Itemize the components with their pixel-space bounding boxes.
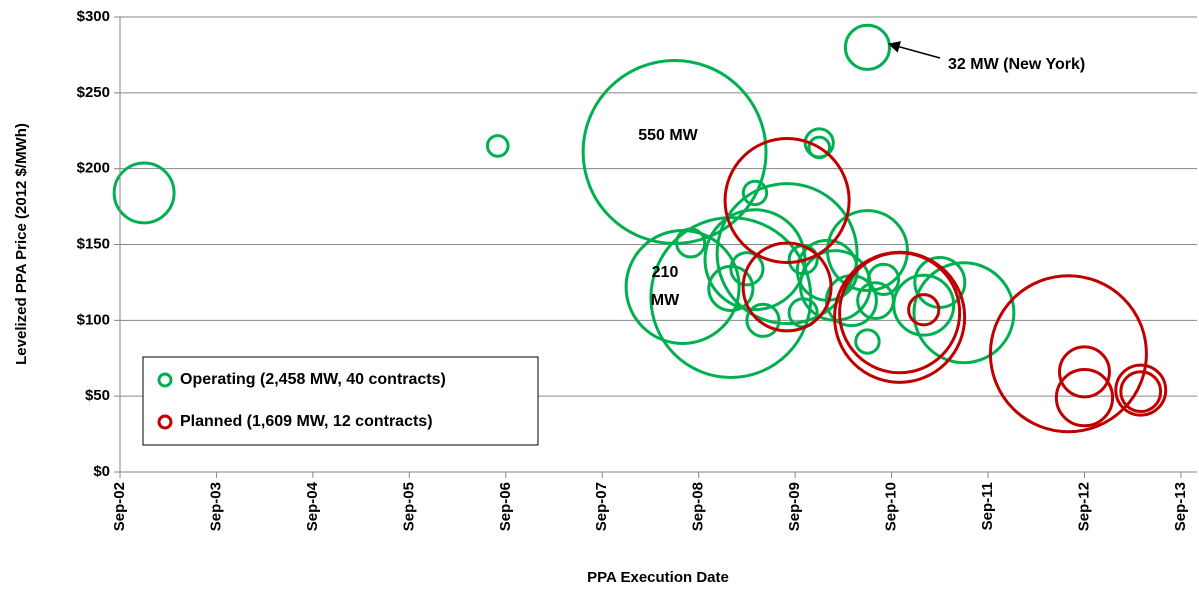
x-tick-label: Sep-02 bbox=[111, 482, 128, 531]
bubble bbox=[838, 251, 962, 375]
bubble bbox=[1119, 370, 1163, 414]
bubble bbox=[729, 251, 765, 287]
x-axis-label: PPA Execution Date bbox=[587, 569, 729, 586]
bubble bbox=[988, 274, 1148, 434]
bubble bbox=[675, 227, 707, 259]
legend-marker bbox=[157, 372, 173, 388]
y-tick-label: $0 bbox=[93, 463, 110, 480]
bubble bbox=[843, 23, 892, 71]
bubble bbox=[624, 228, 741, 345]
annotation: 210 bbox=[652, 264, 679, 281]
x-tick-label: Sep-03 bbox=[207, 482, 224, 531]
bubble bbox=[866, 262, 901, 296]
x-tick-label: Sep-13 bbox=[1172, 482, 1189, 531]
x-tick-label: Sep-07 bbox=[593, 482, 610, 531]
y-axis-label: Levelized PPA Price (2012 $/MWh) bbox=[13, 123, 30, 365]
x-tick-label: Sep-06 bbox=[497, 482, 514, 531]
bubble bbox=[723, 136, 851, 265]
y-tick-label: $200 bbox=[77, 160, 110, 177]
bubble bbox=[649, 216, 813, 380]
legend: Operating (2,458 MW, 40 contracts) Planne… bbox=[142, 356, 539, 446]
bubble bbox=[892, 273, 956, 337]
bubble bbox=[745, 302, 781, 338]
bubble bbox=[1114, 363, 1168, 417]
y-tick-label: $250 bbox=[77, 84, 110, 101]
bubble bbox=[907, 293, 941, 327]
annotation: 32 MW (New York) bbox=[948, 56, 1085, 73]
y-tick-label: $100 bbox=[77, 311, 110, 328]
y-tick-label: $300 bbox=[77, 8, 110, 25]
bubble bbox=[715, 182, 859, 326]
x-tick-label: Sep-11 bbox=[979, 482, 996, 530]
legend-marker bbox=[157, 414, 173, 430]
bubbles bbox=[112, 23, 1168, 434]
bubble bbox=[807, 135, 832, 160]
y-tick-label: $50 bbox=[85, 387, 110, 404]
bubble bbox=[912, 261, 1016, 365]
grid bbox=[120, 16, 1197, 397]
bubble bbox=[1054, 368, 1115, 428]
x-tick-label: Sep-09 bbox=[786, 482, 803, 531]
bubble bbox=[854, 328, 881, 355]
x-tick-label: Sep-12 bbox=[1075, 482, 1092, 531]
bubble bbox=[485, 134, 510, 158]
legend-label: Planned (1,609 MW, 12 contracts) bbox=[180, 413, 433, 430]
x-tick-label: Sep-08 bbox=[690, 482, 707, 531]
bubble bbox=[581, 59, 768, 245]
legend-label: Operating (2,458 MW, 40 contracts) bbox=[180, 371, 446, 388]
bubble bbox=[112, 161, 176, 225]
x-tick-label: Sep-05 bbox=[400, 482, 417, 531]
bubble bbox=[741, 179, 769, 207]
x-tick-label: Sep-04 bbox=[304, 481, 321, 531]
legend-box bbox=[142, 356, 539, 446]
x-tick-label: Sep-10 bbox=[883, 482, 900, 531]
y-tick-label: $150 bbox=[77, 235, 110, 252]
axes: $0 $50 $100 $150 $200 $250 $300 Sep-02 Sep-03 Sep… bbox=[77, 8, 1197, 531]
annotation-arrow bbox=[887, 41, 941, 59]
bubble bbox=[741, 241, 833, 333]
annotation: 550 MW bbox=[638, 127, 698, 144]
bubble bbox=[1058, 345, 1111, 399]
annotation: MW bbox=[651, 292, 680, 309]
